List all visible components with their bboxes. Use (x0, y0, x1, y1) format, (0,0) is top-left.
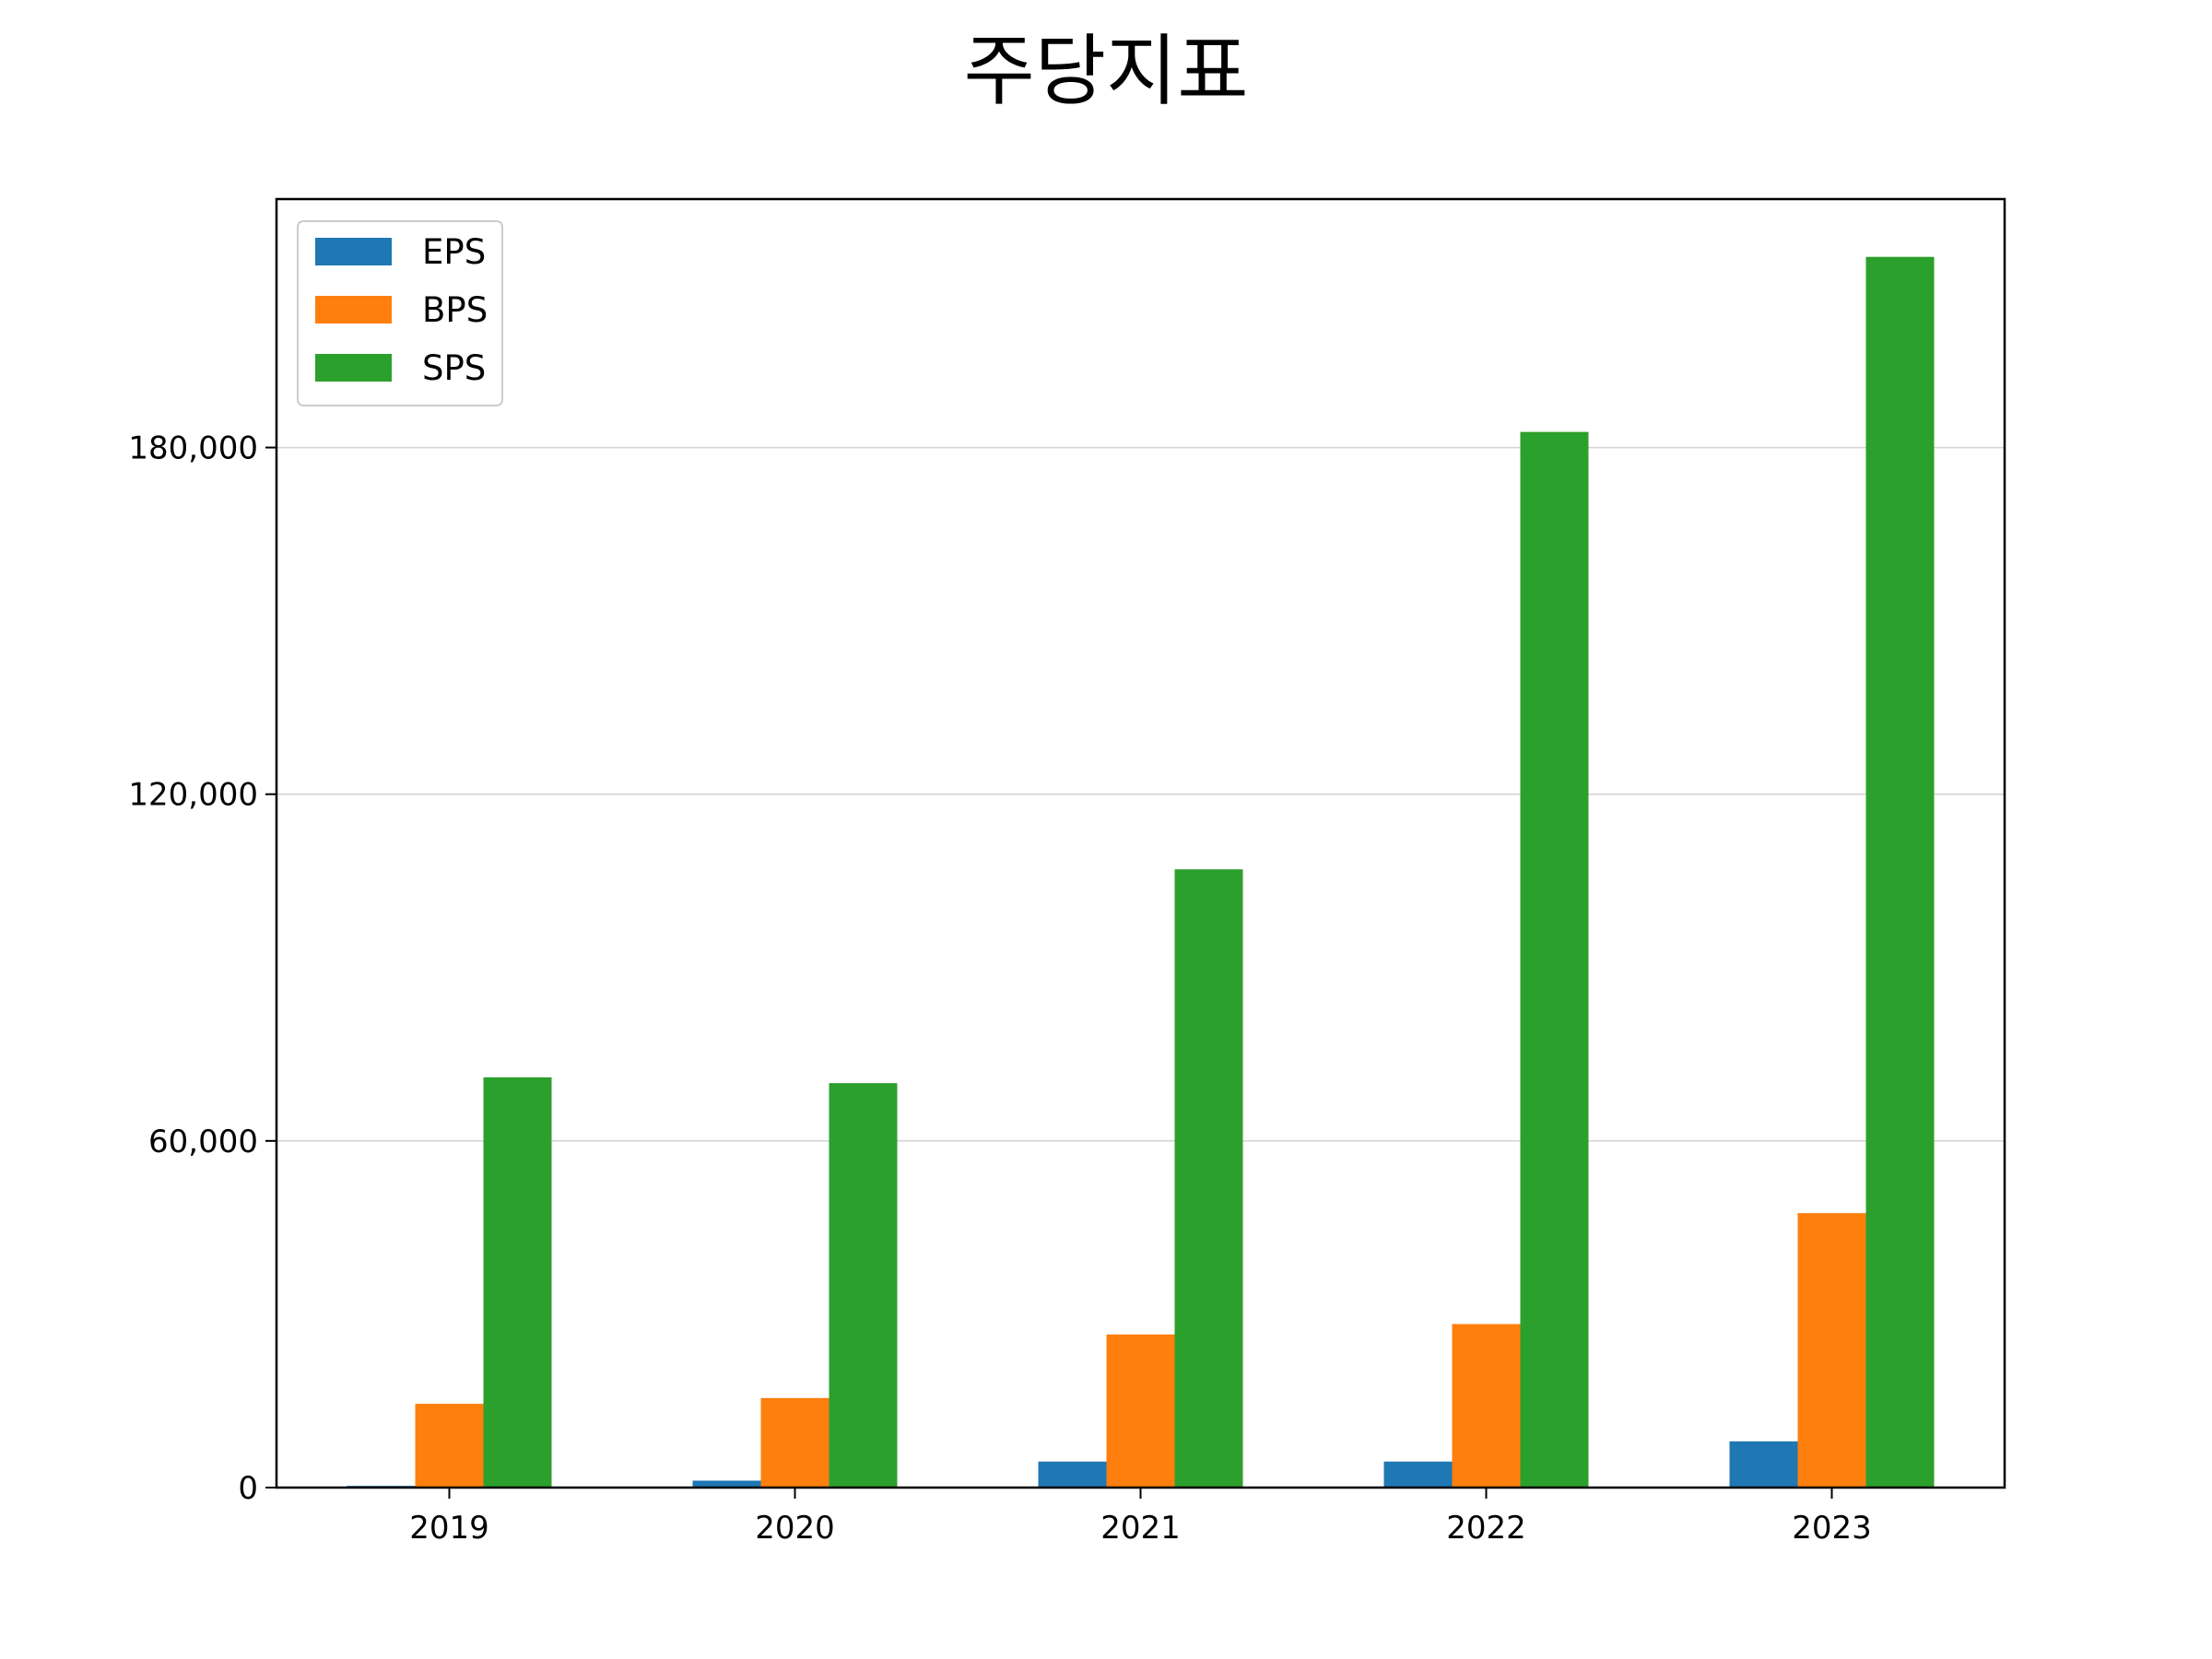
bar-bps-2022 (1452, 1324, 1521, 1488)
bar-bps-2021 (1106, 1334, 1175, 1488)
bar-sps-2022 (1520, 431, 1589, 1488)
chart-title: 주당지표 (963, 26, 1249, 116)
bar-bps-2019 (415, 1404, 484, 1488)
bar-eps-2021 (1038, 1461, 1107, 1488)
legend-swatch-sps (315, 354, 392, 382)
bar-sps-2019 (483, 1077, 552, 1488)
legend-swatch-eps (315, 238, 392, 265)
legend-label-eps: EPS (422, 232, 486, 272)
bar-sps-2023 (1865, 256, 1935, 1488)
y-tick-label: 180,000 (128, 430, 258, 467)
bar-bps-2020 (760, 1397, 830, 1488)
bar-eps-2022 (1383, 1461, 1453, 1488)
y-tick-label: 0 (238, 1470, 258, 1507)
x-tick-label: 2022 (1446, 1510, 1526, 1547)
x-axis: 2019 2020 2021 2022 2023 (409, 1488, 1872, 1547)
bar-eps-2023 (1729, 1441, 1798, 1488)
legend-label-sps: SPS (422, 348, 486, 388)
bar-sps-2021 (1174, 869, 1243, 1488)
bar-eps-2020 (692, 1480, 761, 1488)
bar-sps-2020 (829, 1083, 898, 1488)
x-tick-label: 2020 (755, 1510, 835, 1547)
legend-swatch-bps (315, 296, 392, 324)
x-tick-label: 2023 (1792, 1510, 1872, 1547)
gridlines (276, 446, 2005, 1142)
bar-bps-2023 (1797, 1213, 1866, 1488)
y-tick-label: 120,000 (128, 777, 258, 814)
legend-label-bps: BPS (422, 290, 488, 330)
bars (347, 256, 1935, 1488)
y-tick-label: 60,000 (148, 1124, 258, 1160)
x-tick-label: 2019 (409, 1510, 489, 1547)
x-tick-label: 2021 (1100, 1510, 1181, 1547)
legend: EPS BPS SPS (297, 220, 503, 406)
y-axis: 0 60,000 120,000 180,000 (128, 430, 276, 1507)
